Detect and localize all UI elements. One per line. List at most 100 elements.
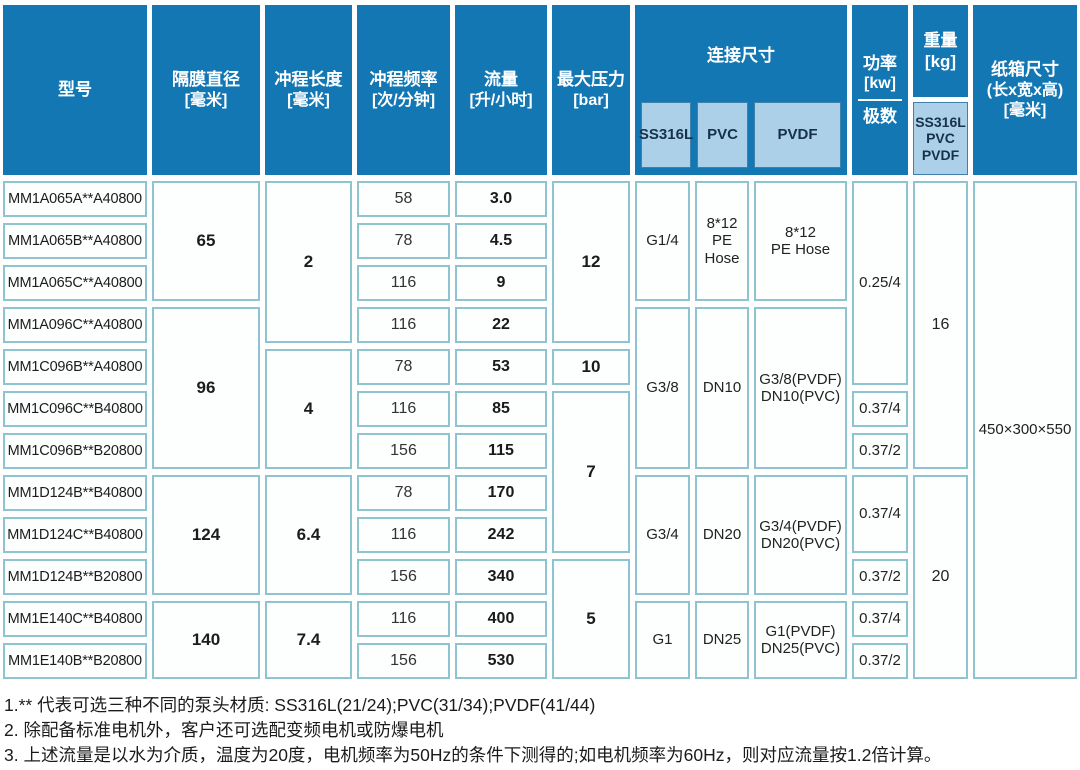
flow-cell: 3.0 [455, 181, 547, 217]
header-stroke-length-line1: 冲程长度 [274, 70, 343, 90]
pressure-cell: 12 [552, 181, 630, 343]
flow-cell: 170 [455, 475, 547, 511]
header-weight: 重量 [kg] [913, 5, 968, 97]
frequency-cell: 116 [357, 601, 450, 637]
header-weight-materials: SS316L PVC PVDF [913, 102, 968, 175]
header-power-divider [858, 99, 902, 101]
connection-ss316l-cell: G1 [635, 601, 690, 679]
connection-pvc-cell: DN10 [695, 307, 749, 469]
flow-cell: 85 [455, 391, 547, 427]
frequency-cell: 156 [357, 433, 450, 469]
footnote-1: 1.** 代表可选三种不同的泵头材质: SS316L(21/24);PVC(31… [4, 695, 596, 715]
power-cell: 0.25/4 [852, 181, 908, 385]
header-model: 型号 [3, 5, 147, 175]
header-diaphragm-line1: 隔膜直径 [172, 70, 240, 90]
power-cell: 0.37/2 [852, 433, 908, 469]
model-cell: MM1D124B**B40800 [3, 475, 147, 511]
connection-pvdf-cell: 8*12 PE Hose [754, 181, 847, 301]
header-connection-pvc: PVC [697, 102, 748, 168]
stroke-length-cell: 2 [265, 181, 352, 343]
frequency-cell: 116 [357, 307, 450, 343]
pressure-cell: 5 [552, 559, 630, 679]
power-cell: 0.37/4 [852, 475, 908, 553]
header-diaphragm: 隔膜直径 [毫米] [152, 5, 260, 175]
pressure-cell: 7 [552, 391, 630, 553]
header-weight-unit: [kg] [924, 52, 957, 71]
flow-cell: 9 [455, 265, 547, 301]
model-cell: MM1C096B**A40800 [3, 349, 147, 385]
model-cell: MM1A096C**A40800 [3, 307, 147, 343]
power-cell: 0.37/2 [852, 643, 908, 679]
frequency-cell: 116 [357, 517, 450, 553]
header-carton: 纸箱尺寸 (长x宽x高) [毫米] [973, 5, 1077, 175]
flow-cell: 53 [455, 349, 547, 385]
header-connection-title: 连接尺寸 [707, 46, 775, 65]
flow-cell: 115 [455, 433, 547, 469]
flow-cell: 530 [455, 643, 547, 679]
flow-cell: 400 [455, 601, 547, 637]
connection-pvdf-cell: G3/4(PVDF) DN20(PVC) [754, 475, 847, 595]
power-cell: 0.37/4 [852, 601, 908, 637]
frequency-cell: 116 [357, 265, 450, 301]
connection-pvc-cell: DN25 [695, 601, 749, 679]
flow-cell: 22 [455, 307, 547, 343]
header-power-line1: 功率 [863, 53, 897, 73]
pressure-cell: 10 [552, 349, 630, 385]
connection-pvdf-cell: G1(PVDF) DN25(PVC) [754, 601, 847, 679]
power-cell: 0.37/2 [852, 559, 908, 595]
model-cell: MM1E140B**B20800 [3, 643, 147, 679]
header-power-unit: [kw] [864, 75, 896, 92]
header-weight-line1: 重量 [923, 30, 958, 50]
header-stroke-frequency-unit: [次/分钟] [371, 91, 436, 109]
diaphragm-cell: 96 [152, 307, 260, 469]
header-stroke-length-unit: [毫米] [287, 91, 330, 109]
stroke-length-cell: 4 [265, 349, 352, 469]
header-connection-ss316l: SS316L [639, 102, 693, 168]
pump-spec-table: 型号 隔膜直径 [毫米] 冲程长度 [毫米] 冲程频率 [次/分钟] 流量 [升… [3, 5, 1077, 679]
model-cell: MM1D124C**B40800 [3, 517, 147, 553]
frequency-cell: 156 [357, 559, 450, 595]
frequency-cell: 78 [357, 475, 450, 511]
header-carton-unit: [毫米] [1003, 101, 1047, 119]
diaphragm-cell: 124 [152, 475, 260, 595]
model-cell: MM1A065C**A40800 [3, 265, 147, 301]
model-cell: MM1E140C**B40800 [3, 601, 147, 637]
connection-ss316l-cell: G3/4 [635, 475, 690, 595]
connection-pvc-cell: DN20 [695, 475, 749, 595]
header-flow-unit: [升/小时] [469, 91, 533, 109]
header-power: 功率 [kw] 极数 [852, 5, 908, 175]
model-cell: MM1A065B**A40800 [3, 223, 147, 259]
header-diaphragm-unit: [毫米] [184, 91, 228, 109]
header-power-poles: 极数 [863, 107, 897, 126]
header-flow-line1: 流量 [484, 70, 518, 90]
header-connection-subheaders: SS316L PVC PVDF [639, 102, 841, 168]
header-connection-group: 连接尺寸 SS316L PVC PVDF [635, 5, 847, 175]
connection-ss316l-cell: G1/4 [635, 181, 690, 301]
header-stroke-frequency-line1: 冲程频率 [369, 70, 438, 90]
frequency-cell: 116 [357, 391, 450, 427]
model-cell: MM1C096C**B40800 [3, 391, 147, 427]
header-max-pressure-unit: [bar] [573, 91, 609, 109]
header-max-pressure-line1: 最大压力 [557, 70, 625, 90]
header-stroke-frequency: 冲程频率 [次/分钟] [357, 5, 450, 175]
model-cell: MM1C096B**B20800 [3, 433, 147, 469]
stroke-length-cell: 6.4 [265, 475, 352, 595]
header-carton-line1: 纸箱尺寸 [991, 60, 1059, 80]
frequency-cell: 78 [357, 223, 450, 259]
header-stroke-length: 冲程长度 [毫米] [265, 5, 352, 175]
model-cell: MM1D124B**B20800 [3, 559, 147, 595]
weight-cell: 16 [913, 181, 968, 469]
footnotes: 1.** 代表可选三种不同的泵头材质: SS316L(21/24);PVC(31… [0, 679, 1080, 768]
frequency-cell: 58 [357, 181, 450, 217]
header-max-pressure: 最大压力 [bar] [552, 5, 630, 175]
header-connection-pvdf: PVDF [754, 102, 841, 168]
connection-pvc-cell: 8*12 PE Hose [695, 181, 749, 301]
flow-cell: 4.5 [455, 223, 547, 259]
diaphragm-cell: 65 [152, 181, 260, 301]
footnote-3: 3. 上述流量是以水为介质，温度为20度，电机频率为50Hz的条件下测得的;如电… [4, 744, 942, 765]
model-cell: MM1A065A**A40800 [3, 181, 147, 217]
flow-cell: 340 [455, 559, 547, 595]
weight-cell: 20 [913, 475, 968, 679]
carton-size-cell: 450×300×550 [973, 181, 1077, 679]
